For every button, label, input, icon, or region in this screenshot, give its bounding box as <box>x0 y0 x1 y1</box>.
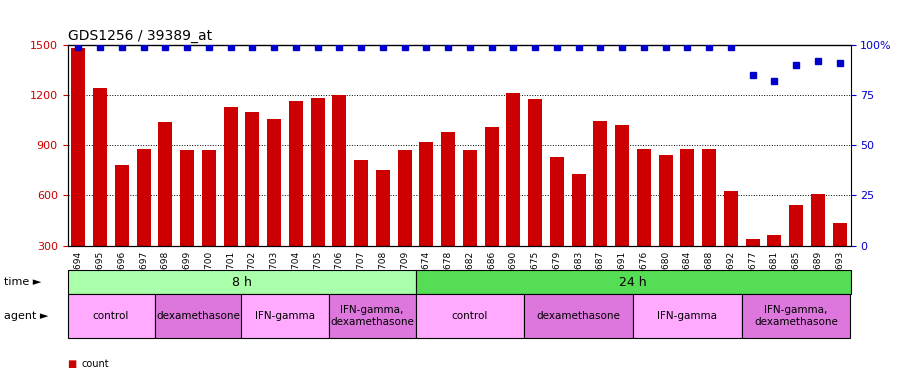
Text: count: count <box>82 359 110 369</box>
Bar <box>724 191 738 296</box>
Bar <box>550 157 564 296</box>
Bar <box>180 150 194 296</box>
Bar <box>71 48 86 296</box>
Bar <box>811 194 825 296</box>
Bar <box>484 127 499 296</box>
Text: control: control <box>452 311 488 321</box>
Bar <box>702 150 716 296</box>
Bar <box>202 150 216 296</box>
Bar <box>659 155 672 296</box>
Text: time ►: time ► <box>4 277 41 287</box>
Bar <box>310 98 325 296</box>
Bar <box>593 121 608 296</box>
Bar <box>572 174 586 296</box>
Bar <box>246 112 259 296</box>
Bar <box>680 150 695 296</box>
Bar <box>789 205 803 296</box>
Text: control: control <box>93 311 130 321</box>
Bar <box>507 93 520 296</box>
Bar <box>441 132 455 296</box>
Bar <box>158 122 173 296</box>
Bar <box>137 148 150 296</box>
Bar <box>615 125 629 296</box>
Bar <box>354 160 368 296</box>
Text: 8 h: 8 h <box>231 276 251 289</box>
Text: IFN-gamma: IFN-gamma <box>657 311 717 321</box>
Text: ■: ■ <box>68 359 76 369</box>
Text: IFN-gamma,
dexamethasone: IFN-gamma, dexamethasone <box>754 305 838 327</box>
Bar <box>419 142 434 296</box>
Bar <box>223 107 238 296</box>
Text: GDS1256 / 39389_at: GDS1256 / 39389_at <box>68 28 211 43</box>
Bar <box>528 99 542 296</box>
Bar <box>832 223 847 296</box>
Bar <box>93 88 107 296</box>
Bar <box>115 165 129 296</box>
Bar <box>398 150 411 296</box>
Text: agent ►: agent ► <box>4 311 49 321</box>
Text: IFN-gamma: IFN-gamma <box>255 311 315 321</box>
Bar <box>463 150 477 296</box>
Text: IFN-gamma,
dexamethasone: IFN-gamma, dexamethasone <box>330 305 414 327</box>
Text: 24 h: 24 h <box>619 276 647 289</box>
Bar <box>289 101 303 296</box>
Bar <box>637 148 651 296</box>
Bar <box>745 239 760 296</box>
Bar <box>332 95 347 296</box>
Bar <box>768 235 781 296</box>
Bar <box>376 170 390 296</box>
Text: dexamethasone: dexamethasone <box>536 311 621 321</box>
Text: dexamethasone: dexamethasone <box>156 311 240 321</box>
Bar <box>267 118 281 296</box>
